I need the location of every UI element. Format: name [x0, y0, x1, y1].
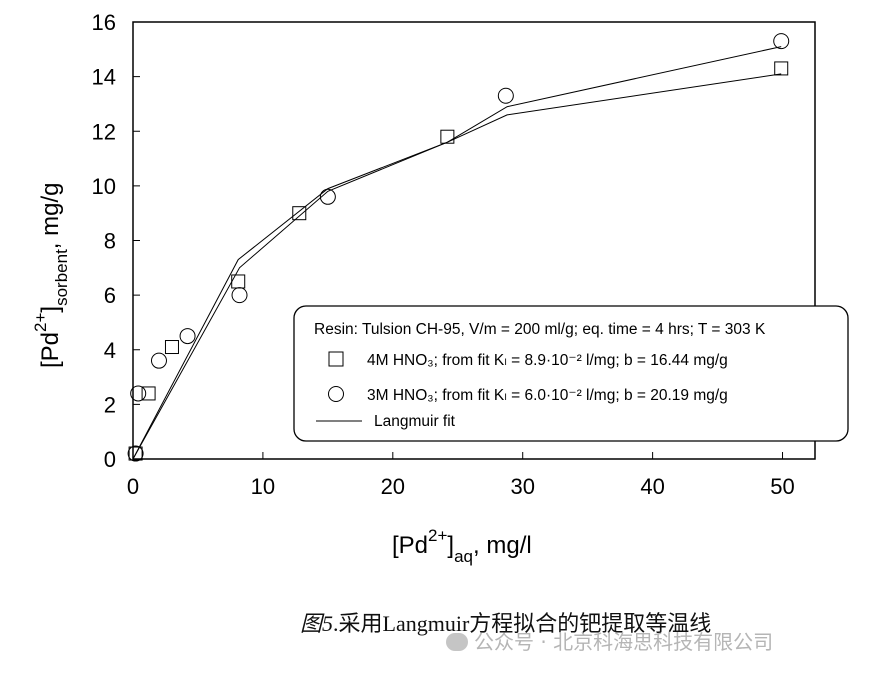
- y-axis-label: [Pd2+]sorbent, mg/g: [31, 183, 71, 369]
- fit-lines: [132, 46, 782, 460]
- y-tick-label: 14: [92, 65, 116, 90]
- legend-entry-3m: 3M HNO₃; from fit Kₗ = 6.0·10⁻² l/mg; b …: [367, 387, 728, 404]
- square-point: [164, 340, 179, 355]
- legend-entry-fit: Langmuir fit: [374, 413, 456, 430]
- x-tick-label: 40: [640, 474, 664, 499]
- circle-point: [150, 352, 167, 369]
- legend-square-marker: [328, 351, 344, 367]
- y-tick-label: 16: [92, 10, 116, 35]
- circle-point: [130, 385, 147, 402]
- legend-box: [293, 305, 849, 442]
- square-point: [141, 386, 156, 401]
- x-tick-label: 20: [381, 474, 405, 499]
- circle-point: [127, 445, 144, 462]
- x-axis-ticks: 0 10 20 30 40 50: [127, 452, 795, 499]
- y-tick-label: 8: [104, 229, 116, 254]
- circle-point: [773, 33, 790, 50]
- y-tick-label: 12: [92, 119, 116, 144]
- circle-point: [179, 328, 196, 345]
- legend-entry-4m: 4M HNO₃; from fit Kₗ = 8.9·10⁻² l/mg; b …: [367, 352, 728, 369]
- square-point: [774, 61, 789, 76]
- circle-point: [231, 287, 248, 304]
- x-tick-label: 30: [510, 474, 534, 499]
- legend: Resin: Tulsion CH-95, V/m = 200 ml/g; eq…: [293, 305, 849, 442]
- watermark-text: 公众号 · 北京科海思科技有限公司: [474, 630, 774, 654]
- x-tick-label: 10: [251, 474, 275, 499]
- x-tick-label: 0: [127, 474, 139, 499]
- langmuir-fit-line: [132, 46, 782, 460]
- y-tick-label: 10: [92, 174, 116, 199]
- legend-circle-marker: [328, 386, 344, 402]
- data-points: [127, 33, 790, 462]
- figure-caption: 图5.采用Langmuir方程拟合的钯提取等温线: [300, 606, 711, 638]
- circle-point: [497, 87, 514, 104]
- y-tick-label: 4: [104, 338, 116, 363]
- square-point: [231, 274, 246, 289]
- x-tick-label: 50: [770, 474, 794, 499]
- square-point: [292, 206, 307, 221]
- watermark: 公众号 · 北京科海思科技有限公司: [446, 626, 773, 655]
- square-point: [128, 446, 143, 461]
- y-tick-label: 2: [104, 392, 116, 417]
- isotherm-chart: 0 10 20 30 40 50 0 2 4 6 8 10 12 14 16 [Pd2+]aq, mg/l…: [31, 10, 849, 566]
- y-axis-ticks: 0 2 4 6 8 10 12 14 16: [92, 10, 140, 472]
- y-tick-label: 6: [104, 283, 116, 308]
- caption-text: .采用Langmuir方程拟合的钯提取等温线: [333, 611, 712, 636]
- circle-point: [319, 188, 336, 205]
- langmuir-fit-line: [132, 73, 782, 460]
- figure-number: 图5: [300, 611, 334, 636]
- x-axis-label: [Pd2+]aq, mg/l: [392, 526, 532, 566]
- square-point: [440, 129, 455, 144]
- y-tick-label: 0: [104, 447, 116, 472]
- legend-header: Resin: Tulsion CH-95, V/m = 200 ml/g; eq…: [314, 321, 766, 338]
- wechat-icon: [446, 633, 468, 651]
